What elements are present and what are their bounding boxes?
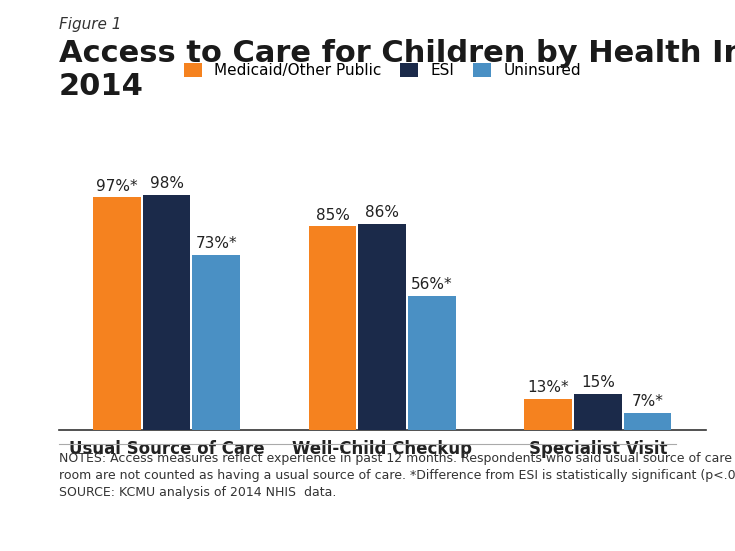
Bar xyxy=(624,413,671,430)
Text: KAISER: KAISER xyxy=(623,496,685,511)
Bar xyxy=(525,398,572,430)
Text: Figure 1: Figure 1 xyxy=(59,17,121,31)
Text: 97%*: 97%* xyxy=(96,179,138,194)
Legend: Medicaid/Other Public, ESI, Uninsured: Medicaid/Other Public, ESI, Uninsured xyxy=(177,57,587,84)
Text: 7%*: 7%* xyxy=(631,395,663,409)
Text: 13%*: 13%* xyxy=(528,380,569,395)
Text: Access to Care for Children by Health Insurance Status,
2014: Access to Care for Children by Health In… xyxy=(59,39,735,101)
Bar xyxy=(359,224,406,430)
Text: 56%*: 56%* xyxy=(411,277,453,292)
Bar xyxy=(193,255,240,430)
Text: 85%: 85% xyxy=(315,208,350,223)
Text: 98%: 98% xyxy=(150,176,184,191)
Bar xyxy=(574,394,622,430)
Bar xyxy=(309,226,356,430)
Text: 73%*: 73%* xyxy=(196,236,237,251)
Text: NOTES: Access measures reflect experience in past 12 months. Respondents who sai: NOTES: Access measures reflect experienc… xyxy=(59,452,735,499)
Text: 15%: 15% xyxy=(581,375,614,390)
Text: FOUNDATION: FOUNDATION xyxy=(618,528,690,538)
Text: THE HENRY J.: THE HENRY J. xyxy=(625,487,683,496)
Text: FAMILY: FAMILY xyxy=(625,511,684,526)
Bar xyxy=(408,296,456,430)
Text: 86%: 86% xyxy=(365,205,399,220)
Bar xyxy=(143,195,190,430)
Bar xyxy=(93,197,140,430)
